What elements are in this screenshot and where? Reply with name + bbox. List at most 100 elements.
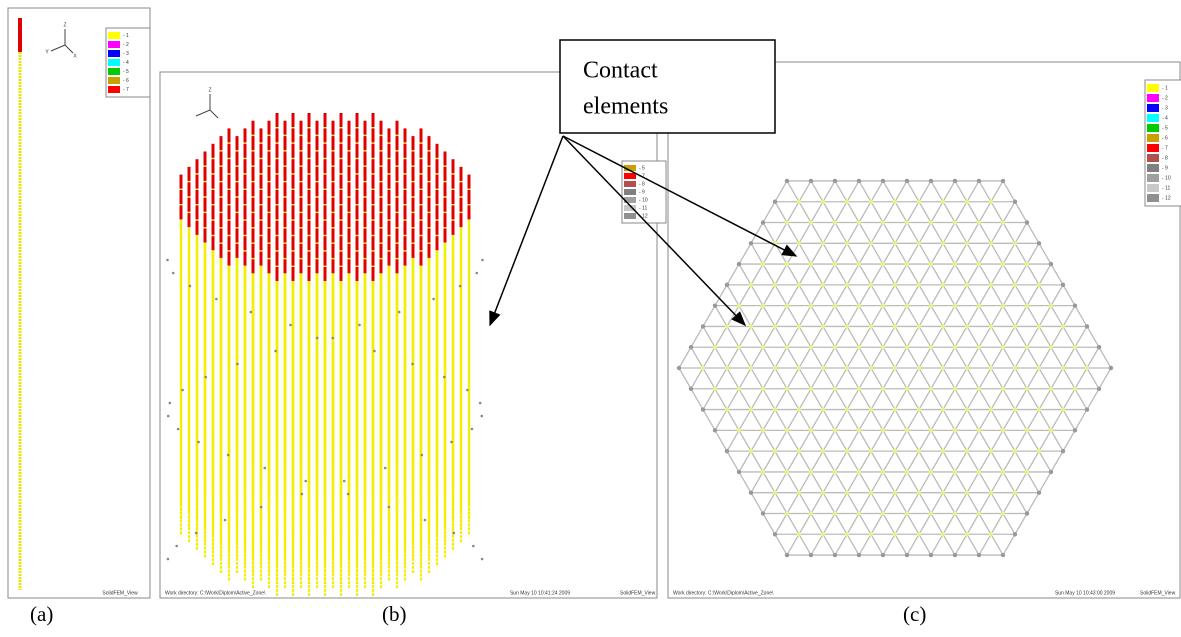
node [1025, 511, 1029, 515]
node [809, 345, 813, 349]
node [249, 311, 252, 314]
page: - 1- 2- 3- 4- 5- 6- 7ZYXSolidFEM_View- 5… [0, 0, 1181, 637]
node [1097, 387, 1101, 391]
node [737, 345, 741, 349]
node [215, 298, 218, 301]
node [761, 511, 765, 515]
node [965, 283, 969, 287]
node [893, 241, 897, 245]
node [881, 179, 885, 183]
node [224, 519, 227, 522]
node [929, 262, 933, 266]
node [479, 402, 482, 405]
node [301, 493, 304, 496]
node [869, 283, 873, 287]
node [1001, 345, 1005, 349]
node [1073, 387, 1077, 391]
legend-swatch [1147, 124, 1159, 132]
node [773, 200, 777, 204]
node [398, 311, 401, 314]
node [809, 387, 813, 391]
node [197, 441, 200, 444]
node [1109, 366, 1113, 370]
node [1025, 262, 1029, 266]
node [917, 200, 921, 204]
node [941, 283, 945, 287]
node [450, 441, 453, 444]
node [773, 532, 777, 536]
node [481, 558, 484, 561]
node [713, 428, 717, 432]
node [821, 324, 825, 328]
node [917, 241, 921, 245]
node [977, 428, 981, 432]
node [701, 407, 705, 411]
legend-swatch [108, 32, 120, 39]
node [466, 389, 469, 392]
node [773, 449, 777, 453]
legend-label: - 2 [1162, 95, 1168, 101]
node [316, 337, 319, 340]
node [845, 532, 849, 536]
node [1049, 387, 1053, 391]
node [749, 283, 753, 287]
node [761, 470, 765, 474]
node [1097, 345, 1101, 349]
footer-text: Sun May 10 10:43:00 2009 [1055, 590, 1115, 596]
node [917, 283, 921, 287]
legend-swatch [1147, 194, 1159, 202]
node [953, 553, 957, 557]
node [227, 454, 230, 457]
node [1025, 470, 1029, 474]
legend-label: - 11 [1162, 185, 1170, 191]
node [941, 200, 945, 204]
node [737, 387, 741, 391]
node [929, 345, 933, 349]
node [977, 303, 981, 307]
figure: - 1- 2- 3- 4- 5- 6- 7ZYXSolidFEM_View- 5… [0, 0, 1181, 637]
node [785, 220, 789, 224]
node [384, 467, 387, 470]
node [1073, 428, 1077, 432]
footer-text: SolidFEM_View [1140, 590, 1176, 596]
node [965, 200, 969, 204]
node [809, 470, 813, 474]
node [929, 470, 933, 474]
node [881, 220, 885, 224]
node [869, 532, 873, 536]
node [809, 262, 813, 266]
node [881, 511, 885, 515]
node [881, 428, 885, 432]
node [917, 366, 921, 370]
node [1025, 428, 1029, 432]
caption: (a) [30, 602, 53, 626]
node [737, 303, 741, 307]
node [421, 454, 424, 457]
node [977, 470, 981, 474]
node [749, 491, 753, 495]
node [893, 366, 897, 370]
node [785, 179, 789, 183]
node [857, 553, 861, 557]
node [821, 491, 825, 495]
node [773, 407, 777, 411]
node [689, 345, 693, 349]
node [443, 376, 446, 379]
node [869, 241, 873, 245]
legend-label: - 10 [639, 197, 648, 203]
footer-text: Work directory: C:\Work\Diplom\Active_Zo… [673, 590, 774, 596]
node [785, 345, 789, 349]
node [701, 366, 705, 370]
axis-label: Z [208, 87, 211, 93]
node [204, 376, 207, 379]
node [869, 200, 873, 204]
node [749, 241, 753, 245]
node [1037, 283, 1041, 287]
node [785, 262, 789, 266]
node [1025, 220, 1029, 224]
legend-label: - 9 [639, 189, 645, 195]
node [869, 366, 873, 370]
legend-label: - 6 [123, 78, 129, 84]
node [1061, 324, 1065, 328]
node [977, 262, 981, 266]
